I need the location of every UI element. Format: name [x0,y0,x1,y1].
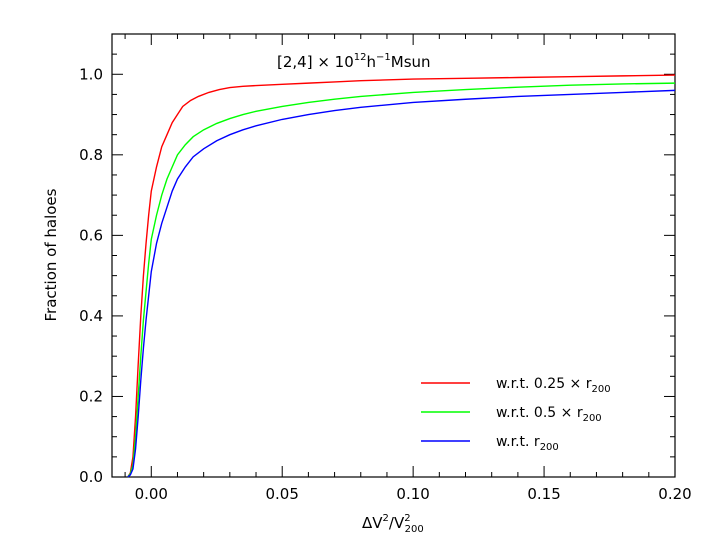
legend-label-2: w.r.t. 0.5 × r200 [496,405,602,424]
annotation-exponent-2: −1 [376,52,391,63]
x-tick-label: 0.20 [658,485,691,503]
x-tick-label: 0.10 [396,485,429,503]
x-axis-label-sup: 2 [383,513,389,524]
y-tick-label: 0.6 [79,226,103,244]
plot-frame [111,33,676,478]
legend-label-main: w.r.t. r [496,434,540,450]
y-tick-label: 0.0 [79,468,103,486]
legend-label-3: w.r.t. r200 [496,434,559,453]
x-axis-label-main: ΔV [362,514,383,532]
y-tick-label: 0.4 [79,307,103,325]
legend-label-main: w.r.t. 0.25 × r [496,376,592,392]
series-line-1 [127,74,676,478]
y-tick-label: 0.2 [79,387,103,405]
annotation-prefix: [2,4] × 10 [277,53,354,71]
x-tick-label: 0.05 [266,485,299,503]
x-axis-label-sub: 200 [405,524,424,535]
y-tick-label: 1.0 [79,65,103,83]
x-axis-label-sup2: 2 [404,513,410,524]
legend-label-sub: 200 [583,413,602,424]
legend-label-1: w.r.t. 0.25 × r200 [496,376,611,395]
legend-label-main: w.r.t. 0.5 × r [496,405,583,421]
x-tick-label: 0.00 [135,485,168,503]
annotation-mid: h [367,53,377,71]
legend-label-sub: 200 [591,384,610,395]
series-line-2 [127,82,676,478]
x-axis-label: ΔV2/V2 200 [362,513,424,535]
x-tick-label: 0.15 [527,485,560,503]
y-tick-label: 0.8 [79,146,103,164]
legend-label-sub: 200 [540,442,559,453]
y-axis-label: Fraction of haloes [42,188,60,321]
annotation-exponent: 12 [354,52,367,63]
series-line-3 [127,89,676,478]
annotation-suffix: Msun [391,53,431,71]
x-axis-label-slash: /V [389,514,405,532]
annotation: [2,4] × 1012h−1Msun [277,52,431,71]
